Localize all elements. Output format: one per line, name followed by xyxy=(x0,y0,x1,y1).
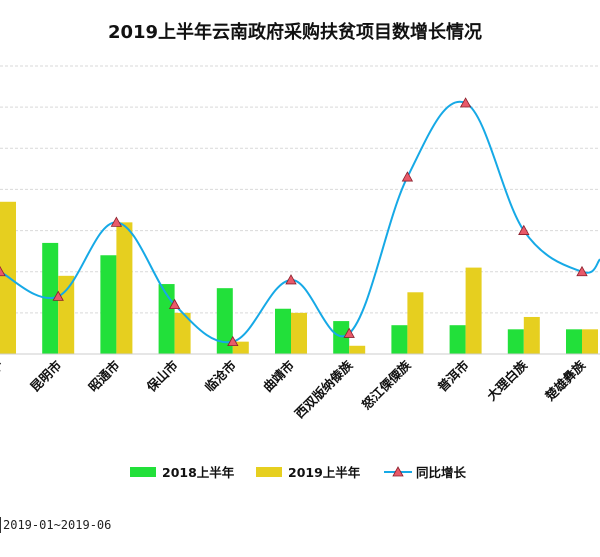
x-tick-label: 大理白族 xyxy=(484,357,530,403)
x-tick-label: 怒江傈僳族 xyxy=(359,357,414,412)
line-markers xyxy=(0,97,588,347)
line-marker xyxy=(227,335,239,347)
line-marker xyxy=(285,274,297,285)
bar-2019 xyxy=(523,316,540,354)
legend-label: 2018上半年 xyxy=(162,465,235,480)
bar-2018 xyxy=(566,329,582,354)
bar-2018 xyxy=(100,255,117,354)
bar-2019 xyxy=(116,222,133,354)
line-marker xyxy=(576,265,588,277)
bar-2018 xyxy=(507,329,524,354)
bar-2019 xyxy=(174,312,191,354)
bar-2018 xyxy=(216,288,233,354)
bar-2018 xyxy=(333,321,350,354)
legend-marker xyxy=(392,466,404,477)
bar-2019 xyxy=(582,329,598,354)
x-tick-label: 临沧市 xyxy=(202,357,239,394)
bar-2018 xyxy=(275,308,291,354)
legend-label: 2019上半年 xyxy=(288,465,361,480)
series-line-growth xyxy=(0,100,600,344)
legend-label: 同比增长 xyxy=(416,465,467,480)
bar-2019 xyxy=(407,292,424,354)
x-tick-label: 普洱市 xyxy=(435,357,472,394)
bar-series xyxy=(0,201,598,354)
legend-item: 2018上半年 xyxy=(130,465,235,480)
chart-title: 2019上半年云南政府采购扶贫项目数增长情况 xyxy=(108,21,482,43)
legend-swatch xyxy=(256,467,282,477)
line-marker xyxy=(110,216,123,227)
x-tick-label: 西双版纳傣族 xyxy=(292,357,356,421)
bar-2018 xyxy=(391,325,408,354)
x-tick-label: 保山市 xyxy=(143,357,181,395)
line-marker xyxy=(459,97,472,108)
bar-2019 xyxy=(465,267,482,354)
bar-2018 xyxy=(158,284,175,354)
line-marker xyxy=(518,224,530,235)
line-marker xyxy=(343,327,355,338)
line-marker xyxy=(168,298,181,310)
bar-2019 xyxy=(349,345,366,354)
date-range: 2019-01~2019-06 xyxy=(0,517,111,533)
line-marker xyxy=(52,290,64,301)
x-tick-label: 子 xyxy=(0,357,6,377)
grid-lines xyxy=(0,65,600,314)
line-marker xyxy=(0,265,6,277)
legend-swatch xyxy=(130,467,156,477)
bar-2019 xyxy=(58,275,75,354)
legend-item: 2019上半年 xyxy=(256,465,361,480)
line-marker xyxy=(401,171,414,182)
x-tick-label: 昭通市 xyxy=(85,357,122,394)
x-tick-label: 曲靖市 xyxy=(260,357,297,394)
x-tick-label: 楚雄彝族 xyxy=(542,357,588,403)
legend: 2018上半年 2019上半年 同比增长 xyxy=(130,465,467,480)
bar-2018 xyxy=(449,325,466,354)
legend-item: 同比增长 xyxy=(384,465,467,480)
bar-2019 xyxy=(291,312,307,354)
x-tick-label: 昆明市 xyxy=(27,357,64,394)
